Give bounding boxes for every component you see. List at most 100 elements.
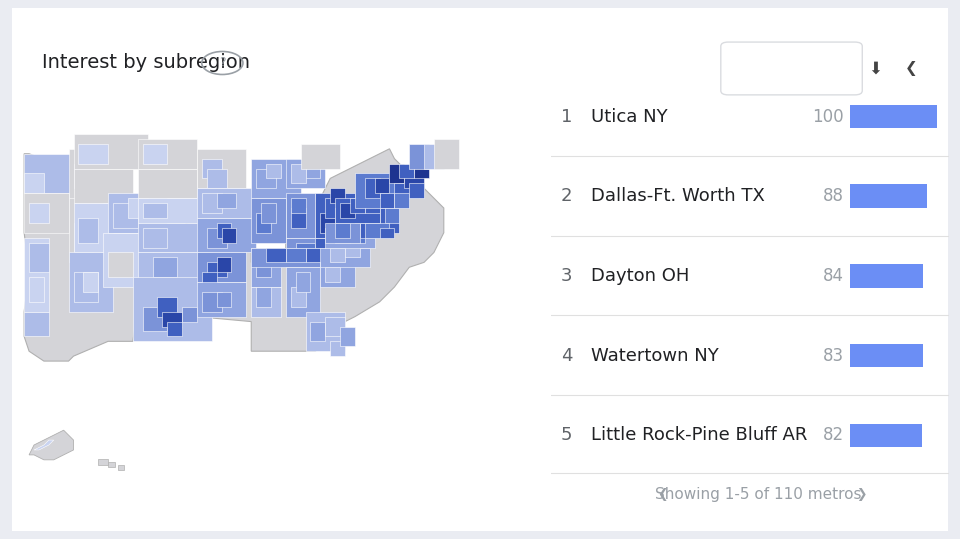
Text: ❯: ❯	[856, 488, 867, 501]
Bar	[850, 424, 922, 447]
Bar	[118, 465, 124, 469]
Bar	[291, 198, 305, 213]
Bar	[128, 198, 148, 218]
Bar	[74, 164, 93, 188]
Bar	[360, 223, 374, 238]
Bar	[300, 144, 340, 169]
Bar	[137, 139, 197, 169]
Bar	[137, 169, 197, 198]
Bar	[206, 262, 227, 277]
Bar	[330, 188, 345, 203]
Text: Little Rock-Pine Bluff AR: Little Rock-Pine Bluff AR	[590, 426, 807, 444]
Bar	[424, 144, 444, 169]
Bar	[390, 164, 404, 183]
Bar	[256, 287, 271, 307]
Bar	[404, 174, 424, 188]
Bar	[197, 149, 247, 188]
Text: ❮: ❮	[904, 61, 918, 76]
Text: 3: 3	[561, 267, 572, 285]
Text: Watertown NY: Watertown NY	[590, 347, 719, 365]
Bar	[310, 322, 325, 341]
Bar	[256, 258, 271, 277]
Text: 82: 82	[823, 426, 844, 444]
Text: 88: 88	[823, 187, 844, 205]
Bar	[345, 243, 360, 258]
Bar	[350, 228, 365, 243]
Polygon shape	[34, 440, 54, 450]
Text: 1: 1	[561, 107, 572, 126]
Bar	[286, 238, 355, 262]
Bar	[395, 183, 420, 198]
Bar	[379, 208, 399, 233]
Bar	[24, 312, 49, 336]
Bar	[24, 193, 68, 233]
Bar	[379, 228, 395, 238]
Bar	[335, 198, 379, 223]
Bar	[252, 198, 286, 243]
Bar	[256, 213, 271, 233]
Bar	[395, 193, 409, 208]
Bar	[162, 312, 182, 327]
Bar	[197, 282, 247, 316]
Polygon shape	[29, 430, 74, 460]
Text: ?: ?	[219, 57, 226, 70]
Bar	[350, 198, 365, 213]
Bar	[305, 312, 345, 351]
Bar	[321, 213, 335, 233]
Bar	[365, 198, 379, 213]
Bar	[68, 252, 113, 312]
Bar	[197, 252, 247, 282]
Text: Metro: Metro	[768, 61, 809, 76]
Bar	[217, 292, 231, 307]
Bar	[330, 238, 345, 247]
Text: ▾: ▾	[830, 62, 836, 75]
Bar	[335, 223, 350, 238]
Text: ⬇: ⬇	[869, 59, 882, 78]
Bar	[291, 208, 305, 228]
Bar	[325, 228, 374, 247]
Bar	[286, 193, 316, 238]
Bar	[79, 218, 98, 243]
Bar	[202, 292, 222, 312]
Bar	[98, 459, 108, 465]
Text: Showing 1-5 of 110 metros: Showing 1-5 of 110 metros	[655, 487, 861, 502]
Bar	[316, 238, 335, 252]
Bar	[143, 203, 167, 218]
Bar	[261, 203, 276, 223]
Bar	[296, 272, 310, 292]
Bar	[385, 208, 399, 223]
Bar	[335, 228, 350, 243]
Bar	[24, 174, 44, 193]
Bar	[252, 247, 281, 287]
Bar	[266, 164, 281, 178]
Bar	[296, 243, 316, 258]
Bar	[137, 252, 212, 282]
Bar	[330, 247, 345, 262]
Bar	[850, 105, 938, 128]
Bar	[252, 247, 321, 267]
Text: Interest by subregion: Interest by subregion	[41, 53, 250, 72]
Bar	[379, 193, 395, 208]
Bar	[286, 267, 321, 316]
Bar	[325, 267, 340, 282]
Bar	[286, 247, 305, 262]
Bar	[24, 154, 74, 193]
Bar	[325, 223, 360, 243]
Bar	[29, 203, 49, 223]
Bar	[330, 341, 345, 356]
Bar	[340, 327, 355, 346]
Bar	[414, 164, 429, 178]
Bar	[206, 228, 227, 247]
Bar	[137, 198, 206, 223]
Bar	[74, 134, 148, 169]
Bar	[74, 272, 98, 302]
Bar	[29, 277, 44, 302]
Bar	[325, 198, 340, 218]
Bar	[409, 183, 424, 198]
Bar	[68, 193, 103, 262]
Bar	[24, 238, 49, 312]
Text: 4: 4	[561, 347, 572, 365]
Bar	[850, 264, 924, 288]
Bar	[103, 233, 153, 287]
Bar	[434, 139, 459, 169]
